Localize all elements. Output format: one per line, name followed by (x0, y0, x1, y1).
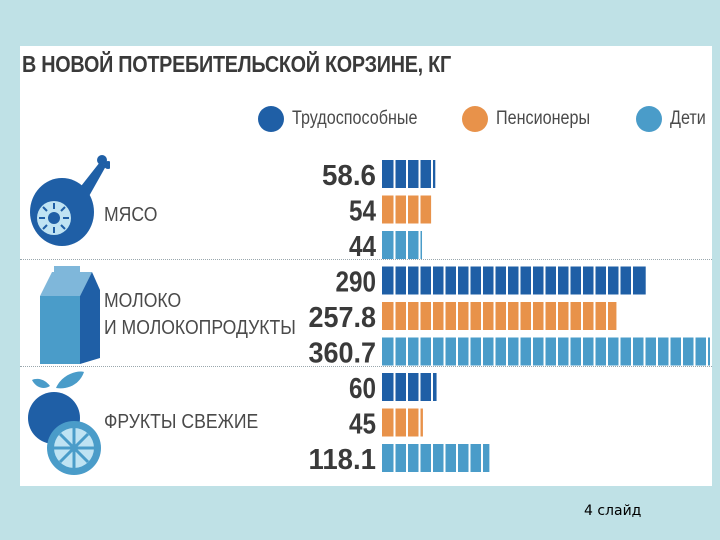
bar-milk-pensioners (382, 302, 617, 330)
bar-meat-pensioners (382, 195, 432, 224)
legend-label-able-bodied: Трудоспособные (292, 108, 418, 129)
category-divider (20, 259, 712, 260)
category-label-fruits: ФРУКТЫ СВЕЖИЕ (104, 411, 259, 433)
category-label-meat: МЯСО (104, 204, 158, 226)
legend-swatch-pensioners (462, 106, 488, 132)
slide-number: 4 слайд (584, 503, 642, 519)
legend-label-pensioners: Пенсионеры (496, 108, 591, 129)
chart-panel: В НОВОЙ ПОТРЕБИТЕЛЬСКОЙ КОРЗИНЕ, КГ Труд… (20, 46, 712, 486)
chart-title: В НОВОЙ ПОТРЕБИТЕЛЬСКОЙ КОРЗИНЕ, КГ (22, 51, 451, 77)
value-label-meat-pensioners: 54 (349, 196, 376, 228)
value-label-meat-able-bodied: 58.6 (322, 160, 376, 192)
legend-swatch-children (636, 106, 662, 132)
legend-item-able-bodied: Трудоспособные (258, 104, 440, 134)
legend-item-pensioners: Пенсионеры (462, 104, 607, 134)
bar-meat-able-bodied (382, 160, 436, 188)
bar-milk-able-bodied (382, 266, 646, 295)
meat-icon (30, 155, 110, 246)
fruits-icon (28, 371, 101, 475)
value-label-milk-able-bodied: 290 (336, 267, 377, 299)
value-label-fruits-children: 118.1 (309, 444, 377, 476)
legend-swatch-able-bodied (258, 106, 284, 132)
milk-carton-icon (40, 266, 100, 364)
value-label-milk-children: 360.7 (309, 338, 377, 370)
value-label-meat-children: 44 (349, 231, 376, 263)
value-label-milk-pensioners: 257.8 (309, 302, 377, 334)
bar-fruits-children (382, 444, 490, 472)
legend-item-children: Дети (636, 104, 712, 134)
category-divider (20, 366, 712, 367)
bar-fruits-pensioners (382, 408, 423, 437)
bar-meat-children (382, 231, 423, 259)
category-label-milk-line1: МОЛОКО (104, 290, 182, 312)
value-label-fruits-pensioners: 45 (349, 409, 376, 441)
category-label-milk-line2: И МОЛОКОПРОДУКТЫ (104, 317, 296, 339)
legend-label-children: Дети (670, 108, 706, 129)
value-label-fruits-able-bodied: 60 (349, 373, 376, 405)
bar-milk-children (382, 337, 710, 366)
bar-fruits-able-bodied (382, 373, 437, 401)
